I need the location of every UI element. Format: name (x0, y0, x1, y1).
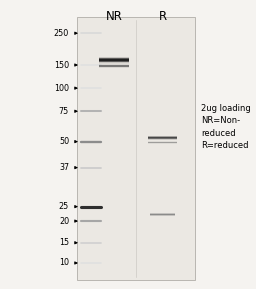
Text: 100: 100 (54, 84, 69, 93)
Text: 37: 37 (59, 163, 69, 172)
Text: 2ug loading
NR=Non-
reduced
R=reduced: 2ug loading NR=Non- reduced R=reduced (201, 104, 251, 150)
Text: 150: 150 (54, 60, 69, 70)
Bar (99, 59, 129, 60)
Bar (99, 60, 129, 61)
Text: R: R (158, 10, 167, 23)
Bar (148, 139, 177, 140)
Text: 15: 15 (59, 238, 69, 247)
Bar (99, 65, 129, 66)
Bar (148, 138, 177, 139)
Bar (150, 215, 175, 216)
Text: 250: 250 (54, 29, 69, 38)
Text: 50: 50 (59, 137, 69, 146)
Bar (150, 213, 175, 214)
Text: 10: 10 (59, 258, 69, 268)
Bar (148, 137, 177, 138)
Bar (99, 64, 129, 65)
Bar (99, 58, 129, 59)
Bar (150, 214, 175, 215)
Text: 25: 25 (59, 202, 69, 211)
Bar (99, 57, 129, 58)
Bar (77, 17, 195, 280)
Bar (99, 67, 129, 68)
Text: 75: 75 (59, 107, 69, 116)
Bar (99, 66, 129, 67)
Text: 20: 20 (59, 216, 69, 226)
Text: NR: NR (105, 10, 122, 23)
Bar (148, 136, 177, 137)
Bar (148, 142, 177, 143)
Bar (99, 62, 129, 63)
Bar (99, 63, 129, 64)
Bar (99, 61, 129, 62)
